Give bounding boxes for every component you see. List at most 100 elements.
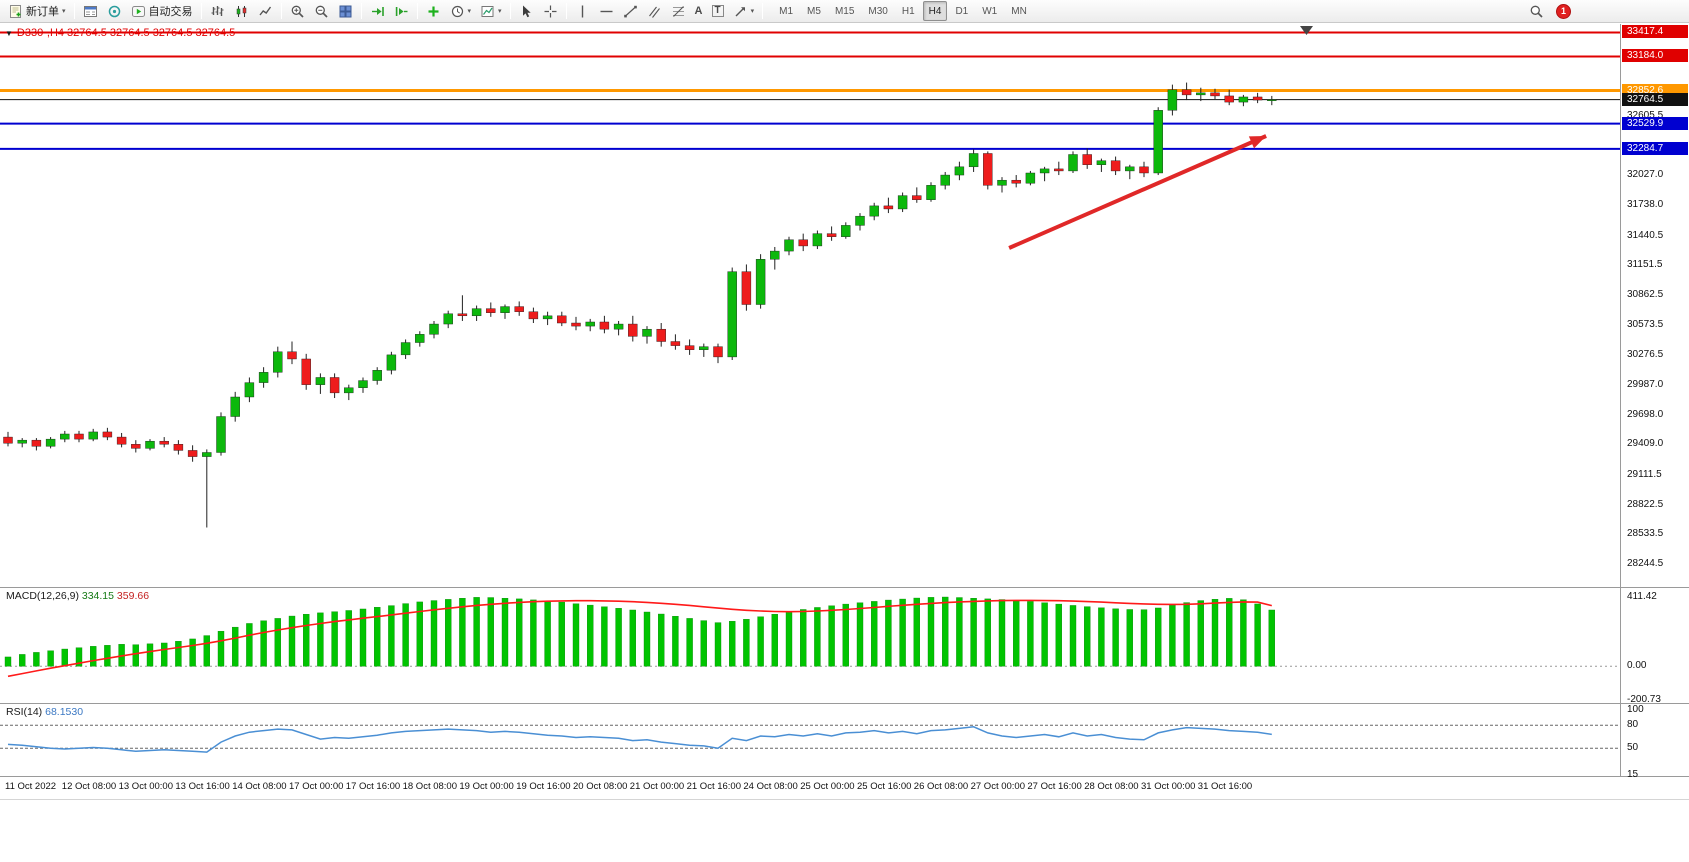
candle-body xyxy=(443,313,453,325)
text-button[interactable]: A xyxy=(691,1,707,21)
templates-icon xyxy=(481,5,494,17)
candle-body xyxy=(571,322,581,327)
line-chart-icon xyxy=(258,6,271,15)
macd-histogram-bar xyxy=(842,603,849,667)
macd-histogram-bar xyxy=(516,598,523,667)
macd-histogram-bar xyxy=(530,599,537,667)
one-click-trading-toggle[interactable]: ▼ xyxy=(5,28,13,38)
arrows-button[interactable]: ▾ xyxy=(729,1,759,21)
candle-body xyxy=(997,179,1007,186)
candle-body xyxy=(1153,110,1163,174)
rsi-line xyxy=(7,726,1272,753)
timeframe-button-h4[interactable]: H4 xyxy=(922,1,948,21)
candle-body xyxy=(557,315,567,324)
timeframe-button-w1[interactable]: W1 xyxy=(976,1,1003,21)
periods-button[interactable]: ▾ xyxy=(446,1,476,21)
macd-histogram-bar xyxy=(1098,607,1105,667)
macd-histogram-bar xyxy=(274,618,281,667)
new-order-button[interactable]: 新订单 ▾ xyxy=(4,1,70,21)
candle-body xyxy=(17,439,27,444)
candle-body xyxy=(542,315,553,320)
fibonacci-button[interactable] xyxy=(667,1,690,21)
indicators-button[interactable] xyxy=(422,1,445,21)
vertical-line-button[interactable] xyxy=(571,1,594,21)
candle-body xyxy=(1252,96,1263,101)
candle-body xyxy=(1267,99,1277,101)
macd-histogram-bar xyxy=(19,654,26,667)
price-axis[interactable]: 32605.5 32027.0 31738.0 31440.5 31151.5 30862… xyxy=(1622,0,1689,800)
candle-body xyxy=(642,328,652,337)
fibonacci-icon xyxy=(672,5,684,17)
macd-histogram-bar xyxy=(643,611,651,667)
tile-windows-button[interactable] xyxy=(334,1,357,21)
timeframe-button-h1[interactable]: H1 xyxy=(896,1,921,21)
macd-histogram-bar xyxy=(359,608,367,667)
text-label-button[interactable]: T xyxy=(708,1,728,21)
macd-axis-tick: 411.42 xyxy=(1627,590,1657,602)
channel-button[interactable] xyxy=(643,1,666,21)
timeframe-button-d1[interactable]: D1 xyxy=(949,1,974,21)
auto-scroll-button[interactable] xyxy=(366,1,389,21)
candle-body xyxy=(202,452,212,457)
navigator-button[interactable] xyxy=(103,1,126,21)
candle-body xyxy=(1224,95,1234,103)
timeframe-button-m1[interactable]: M1 xyxy=(773,1,799,21)
search-button[interactable] xyxy=(1525,1,1548,21)
cursor-button[interactable] xyxy=(515,1,538,21)
macd-histogram-bar xyxy=(771,613,778,667)
line-chart-button[interactable] xyxy=(254,1,277,21)
candle-body xyxy=(159,440,169,445)
notification-badge[interactable]: 1 xyxy=(1556,3,1571,19)
timeframe-button-m30[interactable]: M30 xyxy=(862,1,893,21)
macd-histogram-bar xyxy=(303,613,310,667)
macd-histogram-bar xyxy=(942,596,949,667)
timeframe-button-mn[interactable]: MN xyxy=(1005,1,1033,21)
timeframe-button-m5[interactable]: M5 xyxy=(801,1,827,21)
templates-button[interactable]: ▾ xyxy=(476,1,506,21)
candle-body xyxy=(287,351,297,360)
macd-histogram-bar xyxy=(899,598,906,667)
chart-shift-button[interactable] xyxy=(390,1,413,21)
rsi-axis-tick: 80 xyxy=(1627,719,1639,731)
trendline-button[interactable] xyxy=(619,1,642,21)
price-level-label-red: 33417.4 xyxy=(1622,25,1688,39)
crosshair-button[interactable] xyxy=(539,1,562,21)
macd-axis-tick: 0.00 xyxy=(1627,660,1647,672)
candle-body xyxy=(386,354,397,371)
macd-histogram-bar xyxy=(1083,606,1091,667)
market-watch-button[interactable] xyxy=(79,1,102,21)
macd-histogram-bar xyxy=(231,626,239,667)
toolbar-separator xyxy=(360,3,362,19)
candle-body xyxy=(500,306,510,313)
macd-histogram-bar xyxy=(757,616,764,667)
macd-histogram-bar xyxy=(1112,608,1119,667)
macd-axis-tick: -200.73 xyxy=(1627,693,1661,705)
candle-body xyxy=(585,321,595,327)
macd-histogram-bar xyxy=(1027,601,1034,667)
autotrading-button[interactable]: 自动交易 xyxy=(127,1,197,21)
horizontal-line-button[interactable] xyxy=(595,1,618,21)
candle-body xyxy=(968,153,979,168)
candle-body xyxy=(358,380,368,388)
candle-body xyxy=(1139,166,1149,174)
zoom-in-button[interactable] xyxy=(286,1,309,21)
candle-body xyxy=(954,166,965,176)
macd-histogram-bar xyxy=(445,599,452,667)
candle-body xyxy=(770,250,780,260)
zoom-out-button[interactable] xyxy=(310,1,333,21)
chart-shift-icon xyxy=(395,6,408,16)
macd-signal-value: 359.66 xyxy=(116,590,150,602)
timeframe-button-m15[interactable]: M15 xyxy=(829,1,860,21)
trend-arrow[interactable] xyxy=(1008,134,1267,250)
bar-chart-button[interactable] xyxy=(206,1,229,21)
candle-body xyxy=(244,382,255,398)
candlestick-chart-button[interactable] xyxy=(230,1,253,21)
crosshair-icon xyxy=(544,5,557,17)
chart-shift-marker[interactable] xyxy=(1300,26,1313,35)
candle-body xyxy=(1082,154,1092,165)
bar-chart-icon xyxy=(211,5,224,16)
candle-body xyxy=(131,444,141,449)
toolbar: 新订单 ▾ 自动交易 xyxy=(0,0,1689,23)
macd-histogram-bar xyxy=(416,601,423,667)
